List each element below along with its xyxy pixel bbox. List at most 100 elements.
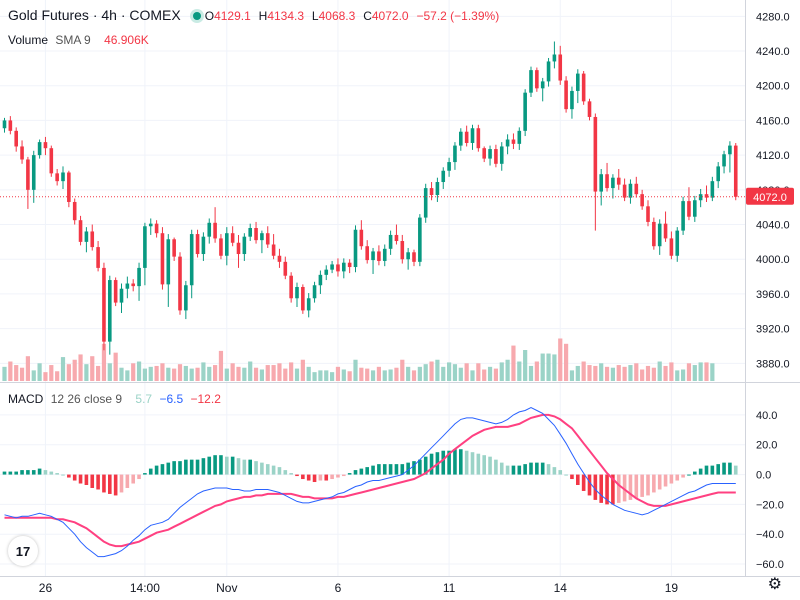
volume-bar (698, 362, 703, 381)
candle-body (119, 288, 124, 303)
candle-body (336, 264, 340, 272)
candle-body (143, 226, 147, 268)
macd-histogram-bar (382, 464, 387, 475)
macd-legend[interactable]: MACD 12 26 close 9 5.7 −6.5 −12.2 (8, 392, 225, 406)
candle-body (160, 233, 165, 285)
macd-histogram-bar (160, 464, 165, 475)
volume-bar (417, 366, 422, 381)
volume-bar (359, 367, 364, 381)
volume-bar (224, 368, 229, 381)
volume-bar (90, 356, 95, 381)
candle-body (435, 182, 440, 196)
volume-bar (423, 364, 428, 381)
macd-histogram-bar (324, 474, 329, 481)
macd-histogram-bar (312, 474, 317, 483)
macd-histogram-bar (336, 474, 340, 478)
macd-histogram-bar (67, 474, 71, 478)
macd-histogram-bar (277, 467, 282, 475)
candle-body (681, 201, 685, 231)
macd-histogram-bar (652, 474, 656, 493)
candle-body (324, 269, 329, 275)
macd-tick-label: 0.0 (756, 470, 771, 482)
macd-histogram-bar (248, 459, 252, 475)
volume-bar (330, 372, 335, 381)
macd-tick-label: 20.0 (756, 440, 777, 452)
macd-histogram-bar (611, 474, 615, 505)
volume-bar (692, 365, 697, 381)
volume-bar (657, 361, 662, 381)
time-tick-label: 6 (335, 581, 342, 595)
macd-histogram-bar (710, 465, 715, 475)
high-label: H (258, 9, 268, 23)
candle-body (201, 236, 206, 255)
candle-body (669, 238, 674, 256)
volume-legend[interactable]: Volume SMA 9 46.906K (8, 33, 153, 47)
volume-bar (213, 365, 218, 381)
macd-histogram-bar (219, 455, 223, 475)
macd-histogram-bar (593, 474, 598, 500)
price-tick-label: 4200.0 (756, 81, 790, 93)
macd-histogram-bar (236, 458, 241, 475)
volume-bar (458, 367, 463, 381)
symbol-title[interactable]: Gold Futures · 4h · COMEX (8, 7, 181, 23)
macd-histogram-bar (342, 474, 346, 477)
macd-histogram-bar (260, 462, 264, 475)
volume-bar (482, 369, 487, 381)
volume-bar (306, 366, 311, 381)
volume-bar (277, 363, 282, 381)
candle-body (295, 286, 299, 299)
volume-bar (558, 338, 563, 381)
volume-bar (218, 350, 224, 381)
macd-histogram-bar (511, 465, 516, 475)
candle-body (131, 283, 135, 287)
gear-icon[interactable]: ⚙ (767, 576, 782, 593)
price-tick-label: 4160.0 (756, 115, 790, 127)
volume-bar (183, 365, 188, 381)
volume-bar (300, 359, 305, 381)
macd-histogram-bar (189, 459, 194, 475)
volume-bar (493, 368, 498, 381)
candle-body (418, 217, 422, 262)
volume-bar (587, 365, 592, 381)
candle-body (704, 194, 709, 198)
candle-body (441, 170, 446, 183)
macd-histogram-bar (108, 474, 112, 494)
volume-bar (335, 366, 341, 381)
candle-body (359, 229, 364, 247)
candle-body (43, 142, 48, 149)
candle-body (733, 145, 738, 197)
volume-bar (125, 370, 130, 381)
macd-histogram-bar (330, 474, 334, 480)
macd-histogram-bar (447, 450, 451, 475)
volume-bar (534, 361, 539, 381)
price-tick-label: 3880.0 (756, 358, 790, 370)
macd-histogram-bar (540, 462, 545, 475)
volume-bar (376, 366, 381, 381)
candle-body (26, 159, 30, 190)
candle-body (113, 280, 118, 303)
candle-body (605, 174, 609, 189)
macd-histogram-bar (412, 461, 416, 475)
volume-label: Volume (8, 33, 49, 47)
volume-bar (599, 363, 604, 381)
macd-histogram-bar (622, 474, 627, 502)
candle-body (14, 130, 18, 147)
candle-body (523, 92, 527, 131)
macd-histogram-bar (14, 471, 18, 475)
time-tick-label: 11 (443, 581, 456, 595)
volume-bar (505, 359, 510, 381)
tradingview-logo[interactable]: 17 (8, 536, 38, 566)
last-price-badge (746, 187, 794, 205)
volume-bar (593, 365, 598, 381)
macd-histogram-bar (564, 474, 568, 476)
volume-bar (43, 372, 48, 381)
volume-bar (248, 361, 253, 381)
macd-histogram-bar (546, 464, 551, 475)
macd-line (4, 406, 736, 558)
volume-bar (411, 370, 417, 381)
close-label: C (363, 9, 372, 23)
volume-bar (96, 365, 101, 381)
candle-body (312, 285, 317, 299)
candle-body (84, 231, 89, 242)
